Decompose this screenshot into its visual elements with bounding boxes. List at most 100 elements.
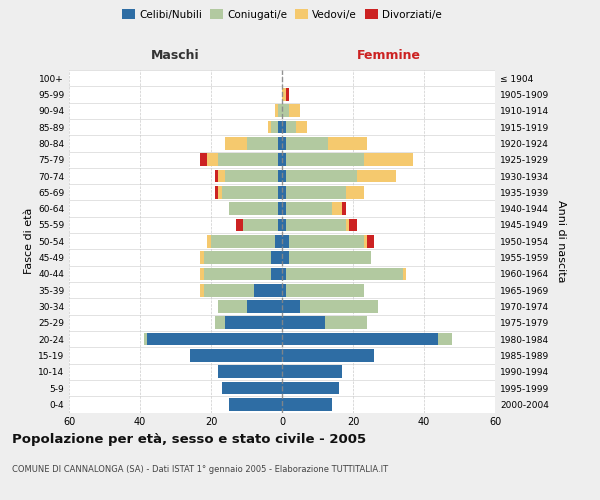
Text: Popolazione per età, sesso e stato civile - 2005: Popolazione per età, sesso e stato civil… [12,432,366,446]
Bar [271,120,278,134]
Bar [143,332,147,345]
Bar [229,398,282,410]
Bar [275,235,282,248]
Bar [343,202,346,215]
Bar [282,300,300,313]
Bar [286,88,289,101]
Bar [282,120,286,134]
Bar [346,186,364,198]
Bar [282,137,286,150]
Bar [211,235,275,248]
Bar [356,170,395,182]
Bar [328,137,367,150]
Bar [200,268,204,280]
Bar [208,154,218,166]
Bar [204,251,271,264]
Bar [289,104,300,117]
Bar [282,251,289,264]
Bar [364,235,367,248]
Bar [221,382,282,394]
Bar [247,300,282,313]
Bar [282,88,286,101]
Bar [225,316,282,329]
Bar [286,268,403,280]
Bar [200,284,204,296]
Bar [282,202,286,215]
Bar [282,170,286,182]
Bar [300,300,378,313]
Bar [208,235,211,248]
Bar [278,170,282,182]
Bar [236,218,243,232]
Bar [278,202,282,215]
Bar [278,154,282,166]
Bar [286,137,328,150]
Bar [286,284,364,296]
Text: Maschi: Maschi [151,50,200,62]
Bar [268,120,271,134]
Bar [282,349,374,362]
Bar [332,202,343,215]
Bar [296,120,307,134]
Bar [247,137,278,150]
Bar [349,218,356,232]
Bar [229,202,278,215]
Bar [254,284,282,296]
Bar [282,104,289,117]
Bar [204,268,271,280]
Bar [278,218,282,232]
Bar [282,218,286,232]
Bar [147,332,282,345]
Bar [215,186,218,198]
Bar [286,218,346,232]
Bar [215,170,218,182]
Bar [438,332,452,345]
Bar [403,268,406,280]
Bar [286,186,346,198]
Bar [282,235,289,248]
Bar [243,218,278,232]
Bar [218,170,225,182]
Bar [278,120,282,134]
Bar [286,154,364,166]
Bar [225,137,247,150]
Bar [215,316,225,329]
Bar [225,170,278,182]
Bar [282,268,286,280]
Bar [289,251,371,264]
Bar [221,186,278,198]
Bar [282,154,286,166]
Bar [286,170,356,182]
Bar [190,349,282,362]
Legend: Celibi/Nubili, Coniugati/e, Vedovi/e, Divorziati/e: Celibi/Nubili, Coniugati/e, Vedovi/e, Di… [118,5,446,24]
Y-axis label: Fasce di età: Fasce di età [24,208,34,274]
Y-axis label: Anni di nascita: Anni di nascita [556,200,566,282]
Bar [218,366,282,378]
Bar [282,332,438,345]
Bar [200,154,208,166]
Bar [282,366,343,378]
Bar [204,284,254,296]
Bar [282,316,325,329]
Bar [275,104,278,117]
Bar [282,284,286,296]
Bar [218,154,278,166]
Text: Femmine: Femmine [356,50,421,62]
Text: COMUNE DI CANNALONGA (SA) - Dati ISTAT 1° gennaio 2005 - Elaborazione TUTTITALIA: COMUNE DI CANNALONGA (SA) - Dati ISTAT 1… [12,465,388,474]
Bar [289,235,364,248]
Bar [364,154,413,166]
Bar [271,251,282,264]
Bar [200,251,204,264]
Bar [286,202,332,215]
Bar [325,316,367,329]
Bar [271,268,282,280]
Bar [278,186,282,198]
Bar [282,382,339,394]
Bar [367,235,374,248]
Bar [278,137,282,150]
Bar [282,398,332,410]
Bar [282,186,286,198]
Bar [218,186,221,198]
Bar [346,218,349,232]
Bar [286,120,296,134]
